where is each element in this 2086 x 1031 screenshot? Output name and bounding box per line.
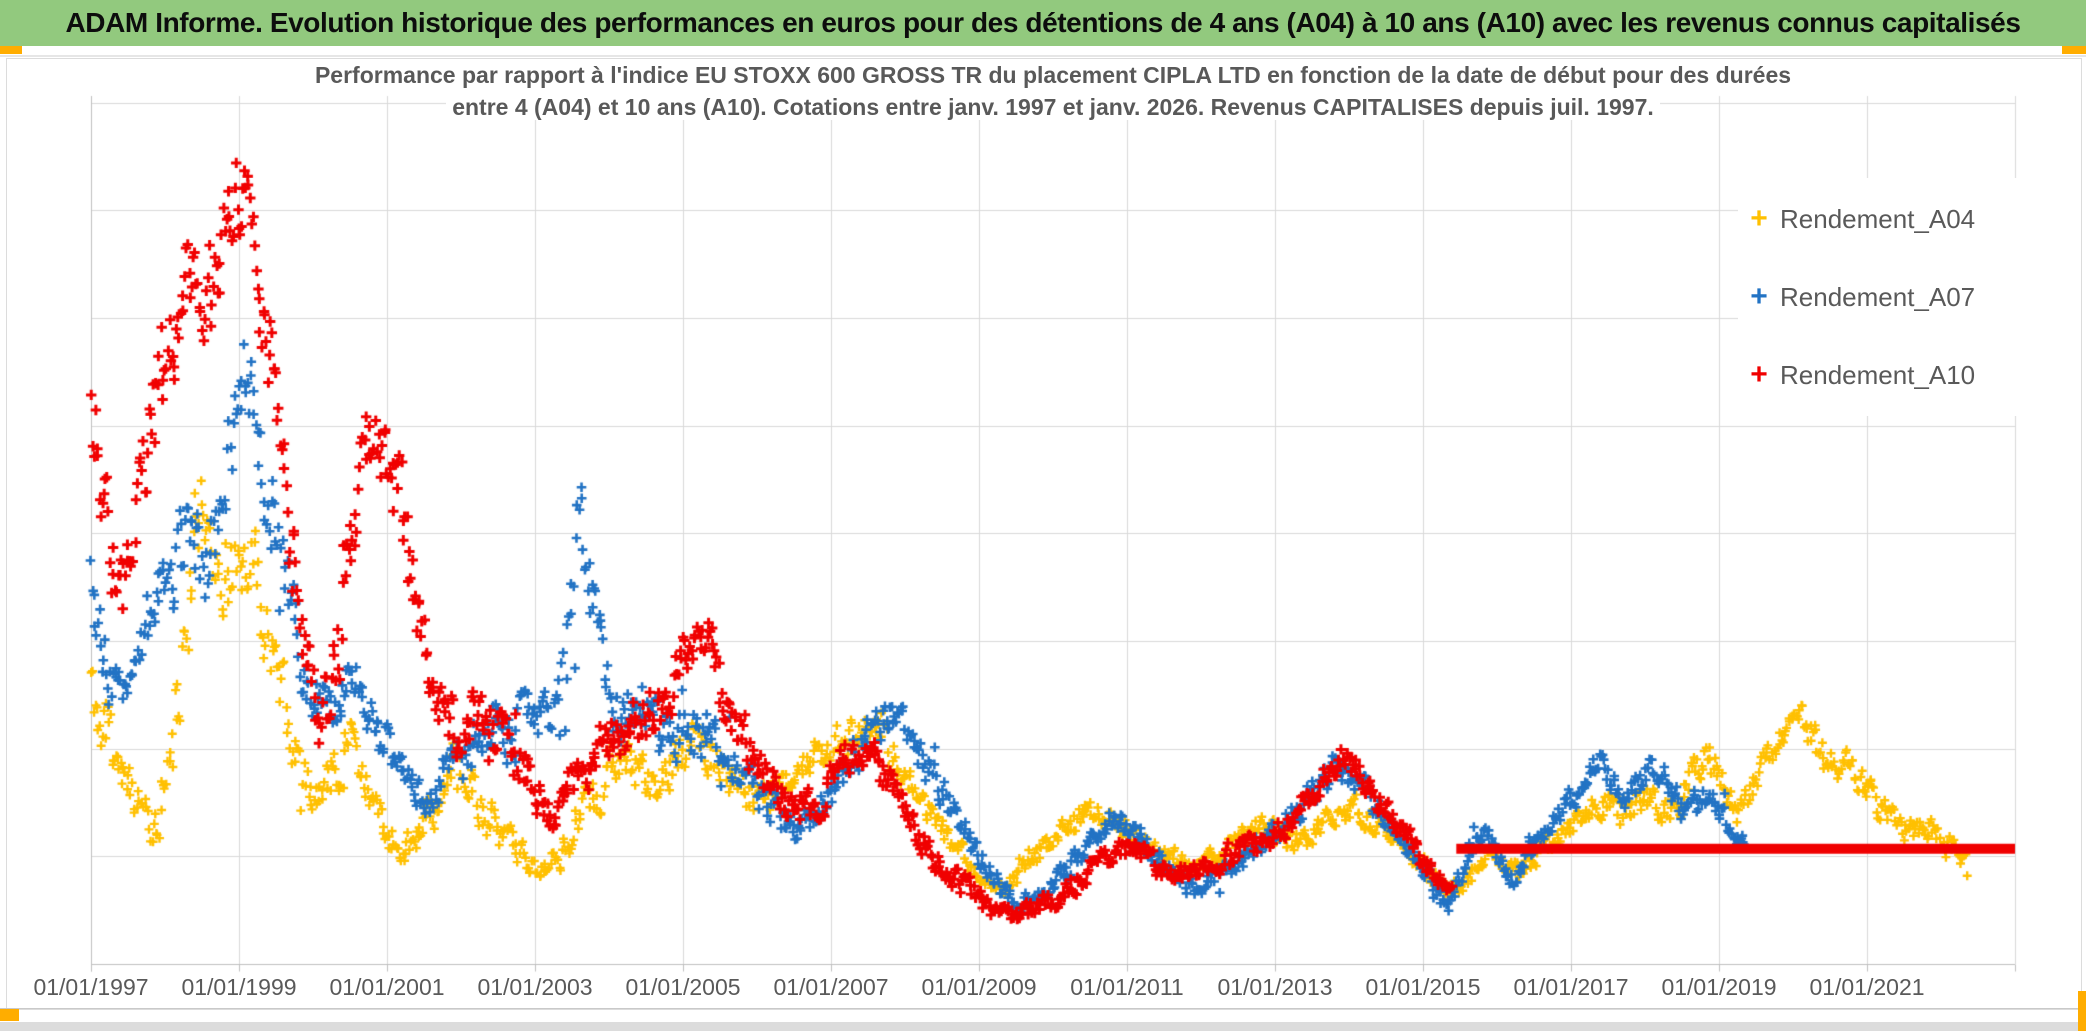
chart-subtitle-line2: entre 4 (A04) et 10 ans (A10). Cotations… — [446, 94, 1660, 120]
legend-item-rendement-a04[interactable]: + Rendement_A04 — [1744, 180, 2036, 258]
plus-marker-icon: + — [1750, 358, 1768, 391]
legend-label: Rendement_A10 — [1780, 359, 1976, 390]
legend-item-rendement-a07[interactable]: + Rendement_A07 — [1744, 258, 2036, 336]
chart-subtitle: Performance par rapport à l'indice EU ST… — [91, 59, 2015, 123]
selection-accent-bottom-left — [0, 1009, 19, 1021]
selection-accent-top-right — [2062, 46, 2086, 54]
x-tick-label: 01/01/2017 — [1513, 974, 1629, 1000]
x-tick-label: 01/01/2019 — [1661, 974, 1777, 1000]
chart-subtitle-line1: Performance par rapport à l'indice EU ST… — [308, 62, 1798, 88]
x-tick-label: 01/01/2009 — [921, 974, 1037, 1000]
x-tick-label: 01/01/2013 — [1217, 974, 1333, 1000]
x-tick-label: 01/01/2007 — [773, 974, 889, 1000]
legend-item-rendement-a10[interactable]: + Rendement_A10 — [1744, 336, 2036, 414]
x-tick-label: 01/01/2021 — [1809, 974, 1925, 1000]
selection-accent-top-left — [0, 46, 22, 54]
x-tick-label: 01/01/2003 — [477, 974, 593, 1000]
x-tick-label: 01/01/2005 — [625, 974, 741, 1000]
chart-legend: + Rendement_A04 + Rendement_A07 + Rendem… — [1738, 178, 2042, 416]
page-title: ADAM Informe. Evolution historique des p… — [65, 7, 2021, 38]
plus-marker-icon: + — [1750, 280, 1768, 313]
sheet-divider-line — [0, 1008, 2086, 1009]
x-tick-label: 01/01/2011 — [1070, 974, 1184, 1000]
x-tick-label: 01/01/2015 — [1365, 974, 1481, 1000]
title-banner: ADAM Informe. Evolution historique des p… — [0, 0, 2086, 46]
plus-marker-icon: + — [1750, 202, 1768, 235]
selection-accent-bottom-right — [2078, 991, 2086, 1031]
sheet-bottom-strip — [0, 1022, 2086, 1031]
x-tick-label: 01/01/2001 — [329, 974, 445, 1000]
x-tick-label: 01/01/1999 — [181, 974, 297, 1000]
legend-label: Rendement_A04 — [1780, 203, 1976, 234]
legend-label: Rendement_A07 — [1780, 281, 1976, 312]
x-tick-label: 01/01/1997 — [33, 974, 149, 1000]
